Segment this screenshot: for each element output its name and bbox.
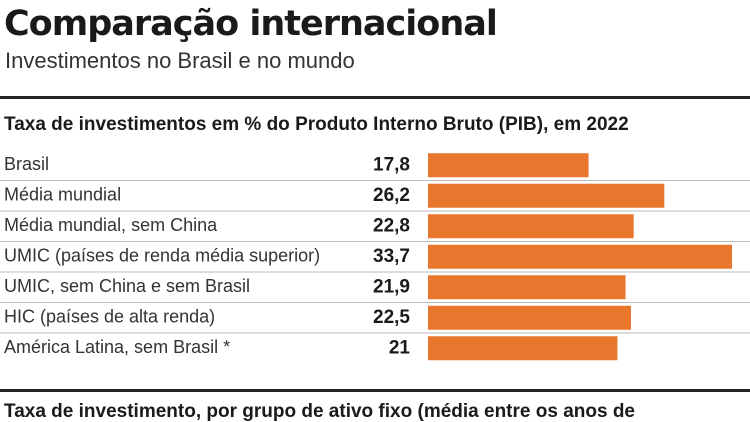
next-section-title: Taxa de investimento, por grupo de ativo… — [4, 401, 635, 422]
category-label: HIC (países de alta renda) — [4, 307, 215, 327]
category-label: Média mundial — [4, 185, 121, 205]
rule — [0, 389, 750, 392]
value-label: 26,2 — [373, 185, 410, 206]
chart-title: Comparação internacional — [4, 4, 497, 44]
value-label: 22,5 — [373, 307, 410, 328]
value-label: 21 — [389, 337, 411, 358]
section-title: Taxa de investimentos em % do Produto In… — [4, 114, 629, 135]
value-label: 22,8 — [373, 215, 410, 236]
bar — [428, 214, 634, 239]
category-label: América Latina, sem Brasil * — [4, 337, 230, 357]
category-label: Média mundial, sem China — [4, 215, 218, 235]
value-label: 33,7 — [373, 246, 410, 267]
chart-subtitle: Investimentos no Brasil e no mundo — [5, 48, 355, 73]
bar — [428, 305, 631, 330]
bar — [428, 336, 618, 361]
bar — [428, 244, 732, 269]
bar — [428, 183, 665, 208]
category-label: Brasil — [4, 154, 49, 174]
rule — [0, 96, 750, 99]
category-label: UMIC, sem China e sem Brasil — [4, 276, 250, 296]
value-label: 17,8 — [373, 154, 410, 175]
bar — [428, 153, 589, 178]
category-label: UMIC (países de renda média superior) — [4, 246, 320, 266]
value-label: 21,9 — [373, 276, 410, 297]
bar — [428, 275, 626, 300]
